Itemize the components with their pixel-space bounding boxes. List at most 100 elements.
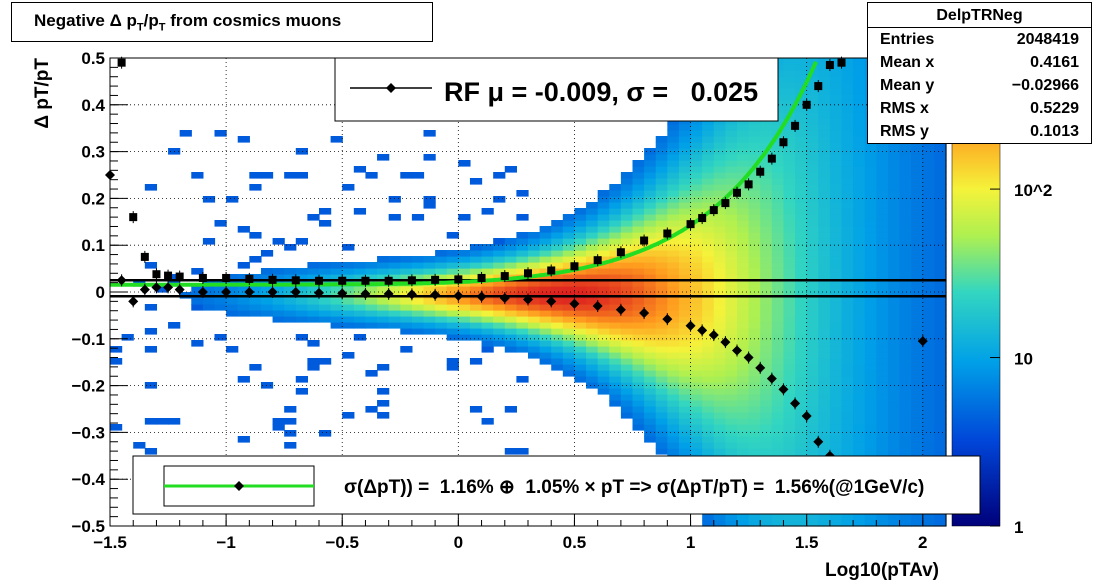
heatmap-cell bbox=[319, 262, 332, 269]
heatmap-cell bbox=[829, 514, 843, 521]
heatmap-cell bbox=[319, 430, 332, 437]
heatmap-cell bbox=[748, 352, 761, 359]
heatmap-cell bbox=[539, 298, 552, 305]
heatmap-cell bbox=[922, 394, 935, 401]
heatmap-cell bbox=[713, 418, 726, 425]
heatmap-cell bbox=[319, 274, 332, 281]
heatmap-cell bbox=[806, 238, 819, 245]
heatmap-cell bbox=[748, 334, 761, 341]
x-tick-label: −1.5 bbox=[93, 533, 127, 552]
heatmap-cell bbox=[516, 262, 529, 269]
data-point-diamond bbox=[221, 287, 232, 297]
heatmap-cell bbox=[702, 352, 715, 359]
heatmap-cell bbox=[423, 310, 436, 317]
heatmap-cell bbox=[795, 70, 808, 77]
heatmap-cell bbox=[586, 346, 599, 353]
heatmap-cell bbox=[922, 358, 935, 365]
heatmap-cell bbox=[864, 298, 877, 305]
heatmap-cell bbox=[388, 304, 401, 311]
heatmap-cell bbox=[841, 346, 854, 353]
heatmap-cell bbox=[644, 172, 657, 179]
heatmap-cell bbox=[690, 244, 703, 251]
heatmap-cell bbox=[702, 202, 715, 209]
heatmap-cell bbox=[690, 142, 703, 149]
heatmap-cell bbox=[829, 124, 843, 131]
data-point-square bbox=[744, 180, 753, 189]
heatmap-cell bbox=[922, 202, 935, 209]
heatmap-cell bbox=[795, 172, 808, 179]
heatmap-cell bbox=[353, 166, 367, 173]
heatmap-cell bbox=[853, 442, 866, 449]
heatmap-cell bbox=[330, 304, 343, 311]
heatmap-cell bbox=[725, 280, 738, 287]
heatmap-cell bbox=[911, 268, 924, 275]
heatmap-cell bbox=[771, 334, 785, 341]
heatmap-cell bbox=[760, 172, 773, 179]
heatmap-cell bbox=[911, 256, 924, 263]
heatmap-cell bbox=[771, 136, 785, 143]
heatmap-cell bbox=[806, 118, 819, 125]
heatmap-cell bbox=[435, 328, 448, 335]
heatmap-cell bbox=[446, 316, 459, 323]
heatmap-cell bbox=[725, 298, 738, 305]
heatmap-cell bbox=[202, 304, 216, 311]
heatmap-cell bbox=[644, 286, 657, 293]
heatmap-cell bbox=[400, 346, 413, 353]
heatmap-cell bbox=[330, 322, 343, 329]
heatmap-cell bbox=[737, 358, 750, 365]
heatmap-cell bbox=[748, 418, 761, 425]
heatmap-cell bbox=[620, 208, 634, 215]
heatmap-cell bbox=[632, 184, 645, 191]
data-point-diamond bbox=[743, 352, 754, 363]
heatmap-cell bbox=[853, 436, 866, 443]
heatmap-cell bbox=[829, 172, 843, 179]
heatmap-cell bbox=[458, 256, 471, 263]
heatmap-cell bbox=[690, 364, 703, 371]
heatmap-cell bbox=[737, 346, 750, 353]
heatmap-cell bbox=[237, 310, 250, 317]
heatmap-cell bbox=[818, 124, 831, 131]
heatmap-cell bbox=[620, 262, 634, 269]
heatmap-cell bbox=[737, 436, 750, 443]
heatmap-cell bbox=[423, 322, 436, 329]
heatmap-cell bbox=[620, 364, 634, 371]
heatmap-cell bbox=[690, 214, 703, 221]
heatmap-cell bbox=[783, 424, 796, 431]
heatmap-cell bbox=[864, 232, 877, 239]
heatmap-cell bbox=[667, 304, 680, 311]
heatmap-cell bbox=[586, 268, 599, 275]
heatmap-cell bbox=[771, 196, 785, 203]
data-point-diamond bbox=[267, 287, 278, 297]
heatmap-cell bbox=[899, 448, 912, 455]
data-point-square bbox=[616, 248, 625, 257]
heatmap-cell bbox=[748, 142, 761, 149]
data-point-diamond bbox=[732, 345, 742, 356]
heatmap-cell bbox=[829, 70, 843, 77]
heatmap-cell bbox=[887, 304, 901, 311]
heatmap-cell bbox=[795, 190, 808, 197]
heatmap-cell bbox=[597, 280, 610, 287]
heatmap-cell bbox=[829, 436, 843, 443]
heatmap-cell bbox=[876, 172, 889, 179]
heatmap-cell bbox=[841, 166, 854, 173]
data-point-square bbox=[837, 58, 846, 67]
heatmap-cell bbox=[737, 166, 750, 173]
heatmap-cell bbox=[829, 88, 843, 95]
heatmap-cell bbox=[795, 58, 808, 65]
heatmap-cell bbox=[597, 286, 610, 293]
heatmap-cell bbox=[249, 364, 262, 371]
heatmap-cell bbox=[922, 418, 935, 425]
heatmap-cell bbox=[342, 352, 355, 359]
heatmap-cell bbox=[667, 328, 680, 335]
heatmap-cell bbox=[214, 304, 227, 311]
heatmap-cell bbox=[678, 442, 692, 449]
heatmap-cell bbox=[876, 370, 889, 377]
heatmap-cell bbox=[795, 214, 808, 221]
heatmap-cell bbox=[725, 154, 738, 161]
heatmap-cell bbox=[737, 520, 750, 527]
heatmap-cell bbox=[493, 340, 506, 347]
heatmap-cell bbox=[713, 406, 726, 413]
heatmap-cell bbox=[307, 358, 320, 365]
heatmap-cell bbox=[667, 154, 680, 161]
heatmap-cell bbox=[934, 226, 947, 233]
